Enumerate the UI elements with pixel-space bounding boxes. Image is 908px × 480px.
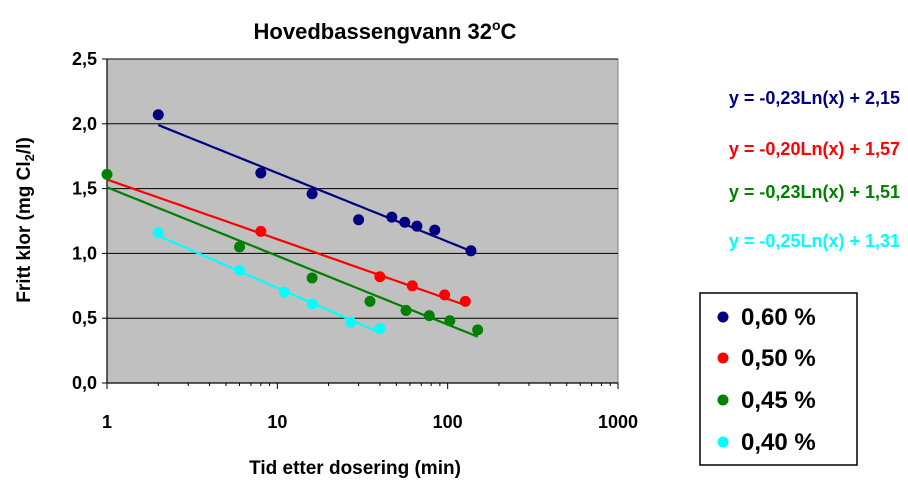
x-tick-label: 100 — [433, 412, 463, 432]
trendline-equation-1: y = -0,20Ln(x) + 1,57 — [729, 139, 900, 159]
y-tick-label: 2,0 — [72, 114, 97, 134]
legend: 0,60 % 0,50 % 0,45 % 0,40 % — [717, 304, 816, 456]
y-tick-label: 0,0 — [72, 373, 97, 393]
data-point-0 — [429, 224, 441, 236]
data-point-0 — [399, 216, 411, 228]
y-axis-label-sub: 2 — [22, 154, 37, 161]
y-tick-label: 1,5 — [72, 179, 97, 199]
trendline-equation-3: y = -0,25Ln(x) + 1,31 — [729, 231, 900, 251]
data-point-2 — [472, 324, 484, 336]
chart-title-text: Hovedbassengvann 32 — [254, 19, 492, 44]
chart-title: Hovedbassengvann 32oC — [254, 17, 517, 44]
chart-title-degree: o — [492, 17, 501, 33]
trendline-equation-0: y = -0,23Ln(x) + 2,15 — [729, 88, 900, 108]
data-point-2 — [234, 241, 246, 253]
data-point-0 — [255, 167, 267, 179]
legend-marker — [717, 311, 729, 323]
trendline-1 — [106, 178, 466, 307]
y-axis-label-end: /l) — [14, 137, 35, 154]
trendline-equation-2: y = -0,23Ln(x) + 1,51 — [729, 182, 900, 202]
data-point-1 — [406, 280, 418, 292]
legend-label: 0,50 % — [741, 345, 816, 372]
y-axis-label-text: Fritt klor (mg Cl — [14, 161, 35, 302]
data-point-3 — [374, 323, 386, 335]
data-point-2 — [400, 304, 412, 316]
data-point-0 — [152, 109, 164, 121]
data-point-0 — [353, 214, 365, 226]
legend-label: 0,40 % — [741, 429, 816, 456]
plot-area-layer: 0,0 0,5 1,0 1,5 2,0 2,5 1 10 100 1000 — [72, 49, 638, 432]
data-point-1 — [255, 225, 267, 237]
legend-label: 0,45 % — [741, 387, 816, 414]
legend-label: 0,60 % — [741, 304, 816, 331]
data-point-0 — [465, 245, 477, 257]
legend-entry-2: 0,45 % — [717, 387, 816, 414]
data-point-3 — [345, 316, 357, 328]
data-point-3 — [234, 264, 246, 276]
y-axis-label: Fritt klor (mg Cl2/l) — [14, 137, 37, 303]
data-point-1 — [374, 271, 386, 283]
y-tick-label: 2,5 — [72, 49, 97, 69]
trendline-equations: y = -0,23Ln(x) + 2,15 y = -0,20Ln(x) + 1,… — [729, 88, 900, 251]
marks-layer — [101, 109, 484, 338]
data-point-3 — [278, 286, 290, 298]
chart-title-unit: C — [501, 19, 517, 44]
data-point-2 — [101, 168, 113, 180]
legend-entry-3: 0,40 % — [717, 429, 816, 456]
data-point-3 — [306, 298, 318, 310]
data-point-2 — [306, 272, 318, 284]
data-point-0 — [411, 220, 423, 232]
legend-entry-0: 0,60 % — [717, 304, 816, 331]
legend-box — [699, 292, 858, 466]
data-point-0 — [306, 188, 318, 200]
data-point-2 — [444, 315, 456, 327]
trendline-3 — [157, 234, 381, 334]
x-tick-label: 1 — [102, 412, 112, 432]
data-point-2 — [423, 310, 435, 322]
y-tick-label: 1,0 — [72, 243, 97, 263]
data-point-3 — [152, 227, 164, 239]
legend-entry-1: 0,50 % — [717, 345, 816, 372]
x-tick-label: 10 — [267, 412, 287, 432]
x-axis-label: Tid etter dosering (min) — [249, 458, 461, 479]
data-point-2 — [364, 295, 376, 307]
legend-marker — [717, 394, 729, 406]
trendline-2 — [106, 186, 479, 338]
data-point-1 — [439, 289, 451, 301]
data-point-1 — [459, 295, 471, 307]
y-tick-label: 0,5 — [72, 308, 97, 328]
x-tick-label: 1000 — [598, 412, 638, 432]
legend-marker — [717, 352, 729, 364]
legend-marker — [717, 436, 729, 448]
data-point-0 — [386, 211, 398, 223]
